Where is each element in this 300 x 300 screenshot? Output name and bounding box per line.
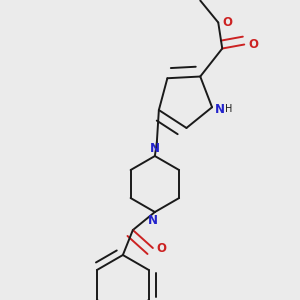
Text: N: N <box>215 103 225 116</box>
Text: O: O <box>157 242 167 254</box>
Text: O: O <box>222 16 232 29</box>
Text: O: O <box>248 38 258 51</box>
Text: N: N <box>150 142 160 154</box>
Text: N: N <box>148 214 158 226</box>
Text: H: H <box>225 104 233 114</box>
